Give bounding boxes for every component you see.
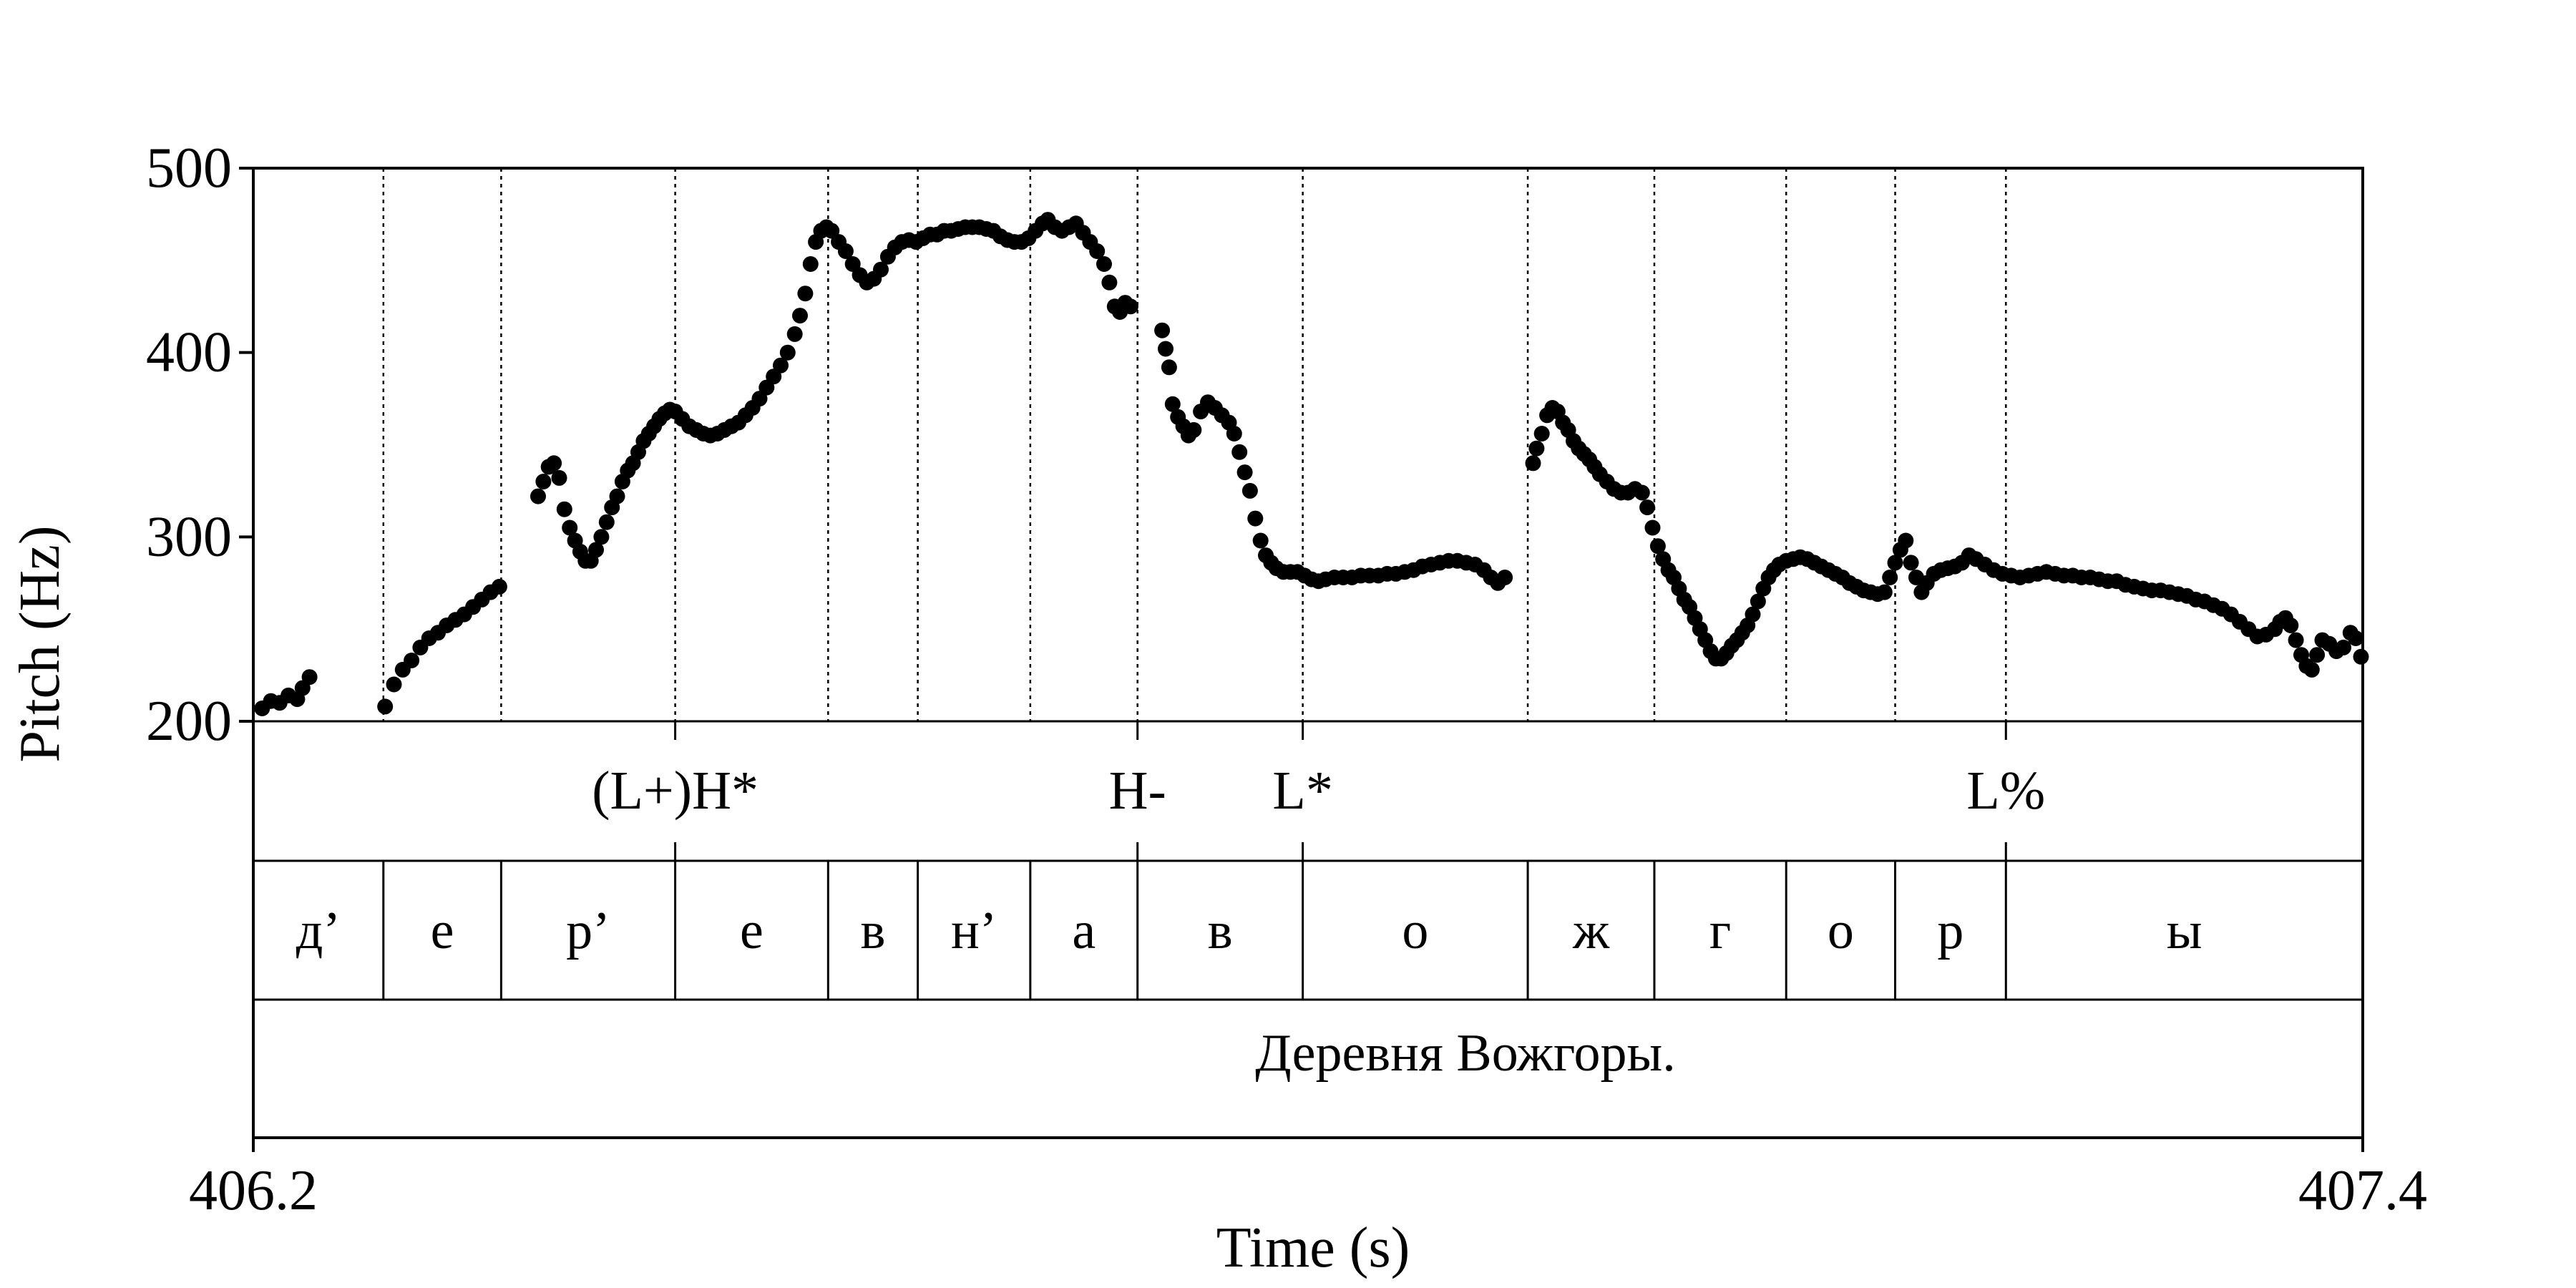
pitch-point: [1158, 341, 1174, 357]
pitch-point: [797, 286, 814, 302]
segment-label: в: [1208, 902, 1233, 960]
pitch-point: [386, 676, 402, 693]
segment-label: о: [1828, 902, 1854, 960]
pitch-point: [1898, 532, 1914, 549]
pitch-point: [2336, 639, 2351, 655]
segment-label: г: [1709, 902, 1731, 960]
y-tick-label: 200: [146, 690, 232, 753]
x-axis-label: Time (s): [1216, 1216, 1410, 1279]
y-axis-label: Pitch (Hz): [9, 525, 72, 762]
pitch-point: [1231, 444, 1248, 460]
pitch-point: [588, 542, 604, 558]
pitch-point: [1644, 519, 1661, 536]
pitch-point: [1236, 464, 1253, 481]
pitch-point: [2283, 618, 2299, 633]
y-tick-label: 300: [146, 505, 232, 568]
pitch-point: [773, 357, 789, 374]
segment-label: р’: [566, 902, 610, 960]
pitch-point: [1745, 606, 1761, 623]
pitch-point: [2348, 630, 2364, 646]
segment-label: е: [740, 902, 763, 960]
pitch-point: [1528, 440, 1545, 457]
segment-label: ы: [2167, 902, 2202, 960]
tone-label: L%: [1966, 761, 2045, 821]
pitch-point: [1750, 593, 1766, 610]
pitch-point: [1252, 532, 1269, 549]
pitch-point: [792, 308, 808, 324]
pitch-point: [802, 256, 819, 272]
segment-label: а: [1072, 902, 1096, 960]
x-tick-label: 406.2: [189, 1159, 318, 1222]
boundary-lines: [382, 168, 2007, 721]
plot-border: [252, 167, 2364, 1139]
pitch-point: [1226, 426, 1242, 441]
x-axis-ticks: 406.2 407.4: [189, 1138, 2427, 1222]
pitch-point: [837, 243, 854, 259]
pitch-points: [254, 212, 2369, 716]
pitch-point: [1089, 243, 1106, 259]
pitch-point: [1241, 482, 1258, 499]
pitch-point: [2303, 661, 2320, 678]
pitch-point: [1876, 584, 1893, 600]
pitch-point: [598, 514, 615, 530]
pitch-point: [609, 488, 625, 504]
sentence-label: Деревня Вожгоры.: [1255, 1024, 1676, 1083]
segment-label: ж: [1572, 902, 1610, 960]
segment-label: р: [1937, 902, 1963, 960]
pitch-point: [1161, 359, 1177, 376]
pitch-point: [1164, 396, 1181, 412]
tone-label: H-: [1109, 761, 1166, 821]
pitch-point: [873, 261, 889, 278]
pitch-point: [546, 455, 562, 472]
tone-label: (L+)H*: [592, 761, 758, 821]
pitch-point: [2353, 648, 2369, 665]
pitch-point: [1639, 499, 1656, 516]
segment-label: е: [431, 902, 454, 960]
pitch-point: [551, 469, 567, 486]
pitch-point: [786, 326, 803, 342]
pitch-point: [2309, 647, 2326, 663]
tone-label: L*: [1272, 761, 1332, 821]
pitch-point: [1887, 555, 1903, 571]
pitch-point: [1649, 538, 1666, 555]
pitch-point: [1533, 426, 1550, 441]
pitch-point: [1903, 555, 1919, 571]
pitch-point: [2288, 632, 2304, 648]
pitch-point: [1525, 455, 1541, 472]
pitch-point: [491, 578, 507, 595]
y-tick-label: 500: [146, 137, 232, 200]
pitch-point: [530, 488, 546, 504]
pitch-point: [377, 698, 394, 715]
tone-tier: (L+)H* H- L* L%: [592, 721, 2045, 861]
chart-frame: [252, 167, 2364, 1139]
pitch-point: [1247, 510, 1264, 527]
x-tick-label: 407.4: [2298, 1159, 2427, 1222]
y-tick-label: 400: [146, 321, 232, 384]
pitch-point: [1101, 274, 1118, 291]
pitch-point: [779, 344, 796, 361]
segment-label: д’: [296, 902, 341, 960]
segment-label: н’: [951, 902, 997, 960]
pitch-point: [1186, 421, 1202, 438]
pitch-point: [1882, 570, 1898, 585]
pitch-point: [556, 501, 572, 517]
pitch-point: [1154, 322, 1171, 338]
pitch-point: [1096, 256, 1112, 272]
segment-label: в: [860, 902, 885, 960]
pitch-point: [1497, 570, 1513, 585]
pitch-point: [1122, 298, 1138, 315]
pitch-point: [1634, 484, 1650, 501]
segment-label: о: [1402, 902, 1428, 960]
pitch-point: [562, 519, 578, 536]
y-axis-ticks: 500 400 300 200: [146, 137, 253, 753]
pitch-point: [593, 529, 610, 545]
pitch-point: [535, 474, 552, 489]
pitch-point: [404, 653, 420, 668]
segment-tier: д’ е р’ е в н’ а в о ж г о р ы: [296, 861, 2202, 1000]
pitch-point: [301, 669, 318, 686]
